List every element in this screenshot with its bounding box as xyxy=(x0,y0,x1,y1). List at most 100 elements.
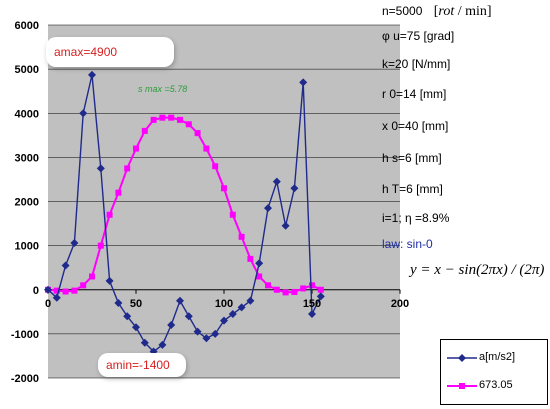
a-max-callout: amax=4900 xyxy=(46,37,174,67)
x-tick-label: 200 xyxy=(391,298,409,310)
x-tick-label: 50 xyxy=(130,298,142,310)
data-point-acceleration xyxy=(220,316,228,325)
data-point-displacement xyxy=(124,165,131,172)
data-point-acceleration xyxy=(246,296,255,305)
y-tick-label: 0 xyxy=(33,285,39,297)
data-point-acceleration xyxy=(105,276,114,285)
data-point-displacement xyxy=(203,145,210,152)
param-hs: h s=6 [mm] xyxy=(382,151,442,165)
data-point-displacement xyxy=(115,189,122,196)
data-point-acceleration xyxy=(70,238,79,247)
legend-entry-acceleration: a[m/s2] xyxy=(441,350,547,366)
y-tick-label: 6000 xyxy=(15,20,39,32)
y-tick-label: -2000 xyxy=(11,373,39,385)
data-point-acceleration xyxy=(264,204,272,213)
x-tick-label: 100 xyxy=(215,298,233,310)
legend-acceleration-marker xyxy=(447,354,477,362)
data-point-acceleration xyxy=(114,298,123,307)
data-point-acceleration xyxy=(290,184,299,193)
legend: a[m/s2] 673.05 xyxy=(440,339,548,405)
data-point-displacement xyxy=(141,127,148,134)
data-point-displacement xyxy=(221,185,227,192)
data-point-displacement xyxy=(177,116,183,123)
param-k: k=20 [N/mm] xyxy=(382,57,451,71)
data-point-acceleration xyxy=(316,292,325,301)
x-tick-label: 150 xyxy=(303,298,321,310)
data-point-displacement xyxy=(168,114,175,121)
y-tick-label: 2000 xyxy=(15,197,39,209)
data-point-displacement xyxy=(256,273,263,280)
param-x0: x 0=40 [mm] xyxy=(382,119,449,133)
data-point-displacement xyxy=(194,130,201,137)
data-point-displacement xyxy=(80,282,87,289)
param-phi: φ u=75 [grad] xyxy=(382,29,455,43)
param-law: law: sin-0 xyxy=(382,237,433,251)
data-point-displacement xyxy=(71,287,78,294)
y-tick-label: -1000 xyxy=(11,329,39,341)
param-r0: r 0=14 [mm] xyxy=(382,87,447,101)
data-point-acceleration xyxy=(167,321,176,330)
data-point-acceleration xyxy=(202,334,211,343)
data-point-displacement xyxy=(62,288,69,295)
data-point-acceleration xyxy=(193,327,202,336)
data-point-displacement xyxy=(247,255,254,262)
data-point-acceleration xyxy=(132,323,140,332)
s-max-annotation: s max =5.78 xyxy=(138,84,187,94)
data-point-acceleration xyxy=(140,338,149,347)
data-point-displacement xyxy=(185,121,192,128)
data-point-acceleration xyxy=(228,310,237,319)
series-layer xyxy=(44,70,325,356)
data-point-displacement xyxy=(309,282,315,289)
tick-labels: -2000 -1000 0 1000 2000 3000 4000 5000 6000 0 50 10… xyxy=(11,20,409,385)
data-point-acceleration xyxy=(176,296,184,305)
data-point-displacement xyxy=(273,286,280,293)
data-point-acceleration xyxy=(272,177,281,186)
data-point-displacement xyxy=(282,289,289,296)
legend-entry-displacement: 673.05 xyxy=(441,378,547,394)
legend-displacement-label: 673.05 xyxy=(479,379,513,391)
series-line-0 xyxy=(47,74,322,353)
a-min-callout: amin=-1400 xyxy=(98,353,186,377)
data-point-displacement xyxy=(238,233,245,240)
data-point-acceleration xyxy=(184,312,193,321)
y-tick-label: 3000 xyxy=(15,152,39,164)
data-point-displacement xyxy=(159,114,166,121)
param-n: n=5000 [rot / min] xyxy=(382,4,492,20)
param-n-unit: [rot / min] xyxy=(433,4,492,19)
legend-displacement-marker xyxy=(447,383,477,389)
data-point-acceleration xyxy=(61,261,70,270)
data-point-acceleration xyxy=(96,164,105,173)
a-max-label: amax=4900 xyxy=(54,45,118,59)
data-point-acceleration xyxy=(308,310,316,319)
data-point-displacement xyxy=(53,287,60,294)
legend-acceleration-label: a[m/s2] xyxy=(479,351,516,363)
data-point-acceleration xyxy=(123,312,132,321)
data-point-displacement xyxy=(106,211,113,218)
y-tick-label: 4000 xyxy=(15,108,39,120)
param-hT: h T=6 [mm] xyxy=(382,182,443,196)
data-point-displacement xyxy=(150,116,157,123)
data-point-acceleration xyxy=(237,303,246,312)
data-point-displacement xyxy=(317,286,324,293)
data-point-displacement xyxy=(133,145,139,152)
param-i-eta: i=1; η =8.9% xyxy=(382,211,450,225)
data-point-displacement xyxy=(97,242,104,249)
data-point-displacement xyxy=(291,288,298,295)
data-point-displacement xyxy=(212,163,219,170)
data-point-displacement xyxy=(229,211,236,218)
data-point-displacement xyxy=(265,282,271,289)
data-point-displacement xyxy=(300,285,307,292)
y-tick-label: 1000 xyxy=(15,241,39,253)
data-point-acceleration xyxy=(299,78,308,87)
data-point-acceleration xyxy=(211,329,220,338)
data-point-acceleration xyxy=(281,221,290,230)
y-tick-label: 5000 xyxy=(15,64,39,76)
law-formula: y = x − sin(2πx) / (2π) xyxy=(410,262,545,278)
a-min-label: amin=-1400 xyxy=(106,358,170,372)
data-point-acceleration xyxy=(158,340,167,349)
data-point-acceleration xyxy=(88,70,96,79)
data-point-acceleration xyxy=(44,285,52,294)
param-n-value: n=5000 xyxy=(382,4,423,18)
data-point-acceleration xyxy=(52,293,61,302)
